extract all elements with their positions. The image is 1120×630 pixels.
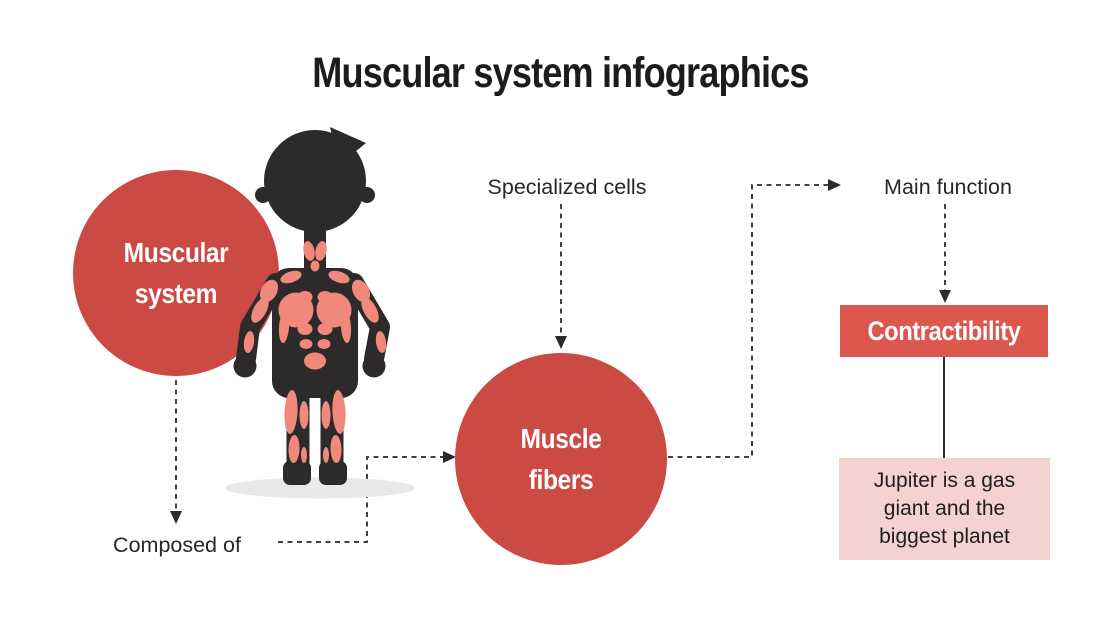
node-muscle-fibers: Muscle fibers (455, 353, 667, 565)
node-muscle-fibers-label: Muscle fibers (520, 423, 602, 495)
connector-fibers-to-mainfunction (668, 184, 828, 458)
node-contractibility-label: Contractibility (867, 315, 1021, 346)
label-composed-of: Composed of (113, 533, 241, 557)
page-title: Muscular system infographics (0, 48, 1120, 98)
label-main-function: Main function (884, 175, 1012, 199)
arrowhead-right-mainfunction (828, 179, 841, 191)
label-specialized-cells: Specialized cells (487, 175, 647, 199)
body-shadow (225, 477, 415, 499)
arrowhead-down-contractibility (939, 290, 951, 303)
description-box: Jupiter is a gas giant and the biggest p… (839, 458, 1050, 560)
arrowhead-down-fibers (555, 336, 567, 349)
node-contractibility: Contractibility (840, 305, 1048, 357)
arrowhead-down-composed (170, 511, 182, 524)
connector-composed-to-fibers (278, 456, 443, 543)
node-muscular-system-label: Muscular system (123, 237, 229, 309)
node-muscular-system: Muscular system (73, 170, 279, 376)
description-box-text: Jupiter is a gas giant and the biggest p… (873, 469, 1016, 548)
page-title-text: Muscular system infographics (311, 48, 809, 97)
